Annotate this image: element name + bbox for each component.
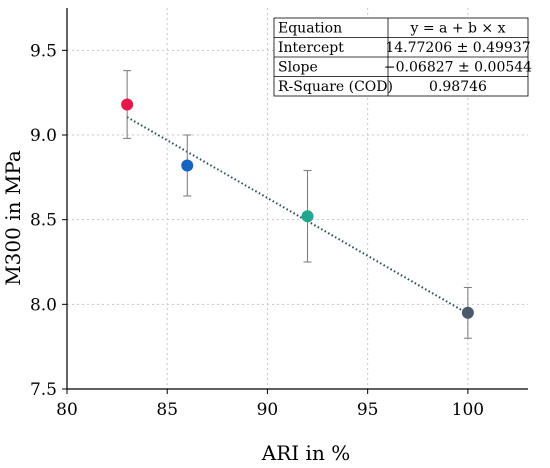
fit-table-value-3: 0.98746: [429, 79, 487, 95]
data-points: [121, 98, 474, 319]
fit-table-value-0: y = a + b × x: [409, 21, 505, 37]
data-point-3: [461, 306, 474, 319]
data-point-2: [301, 210, 314, 223]
y-tick-label-0: 7.5: [30, 380, 57, 400]
fit-table-value-2: −0.06827 ± 0.00544: [384, 60, 532, 76]
fit-results-table: Equation y = a + b × x Intercept 14.77206 ±…: [273, 17, 532, 97]
fit-line: [126, 116, 469, 315]
x-tick-label-0: 80: [56, 400, 78, 420]
y-tick-label-3: 9.0: [30, 126, 57, 146]
fit-table-label-1: Intercept: [278, 40, 344, 56]
y-tick-label-2: 8.5: [30, 211, 57, 231]
x-tick-label-2: 90: [257, 400, 279, 420]
x-tick-label-3: 95: [357, 400, 379, 420]
tick-labels: 80 85 90 95 100 7.5 8.0 8.5 9.0 9.5: [30, 41, 484, 420]
fit-table-label-2: Slope: [278, 60, 318, 76]
fit-table-label-3: R-Square (COD): [278, 79, 393, 95]
x-tick-label-1: 85: [156, 400, 178, 420]
fit-table-value-1: 14.77206 ± 0.49937: [385, 40, 530, 56]
fit-line-group: [126, 116, 469, 315]
y-axis-title: M300 in MPa: [1, 150, 25, 286]
data-point-1: [181, 159, 194, 172]
axes: [62, 8, 528, 394]
x-tick-label-4: 100: [452, 400, 484, 420]
fit-table-label-0: Equation: [278, 21, 342, 37]
x-axis-title: ARI in %: [261, 441, 350, 465]
error-bars: [123, 70, 472, 339]
y-tick-label-4: 9.5: [30, 41, 57, 61]
data-point-0: [121, 98, 134, 111]
y-tick-label-1: 8.0: [30, 295, 57, 315]
